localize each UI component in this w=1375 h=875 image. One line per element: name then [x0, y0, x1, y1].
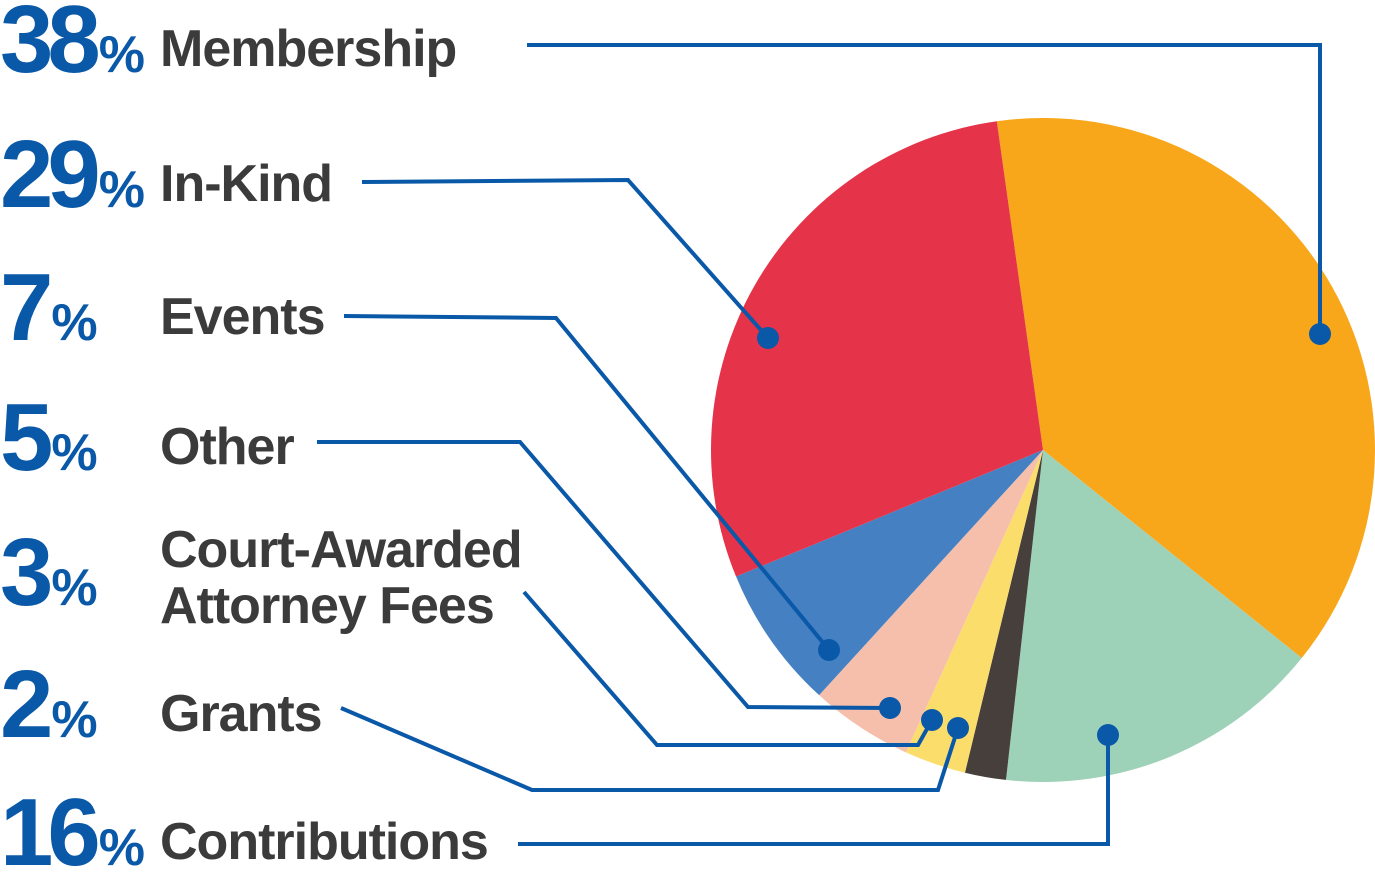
leader-dot-events: [818, 639, 840, 661]
pie-slice-grants: [964, 450, 1043, 780]
percent-court-awarded: 3%: [0, 519, 96, 626]
percent-value-in-kind: 29: [0, 121, 97, 228]
percent-value-events: 7: [0, 254, 50, 361]
label-other: Other: [160, 418, 294, 476]
percent-value-court-awarded: 3: [0, 519, 50, 626]
leader-dot-court-awarded: [921, 709, 943, 731]
label-events: Events: [160, 288, 325, 346]
percent-sign-other: %: [51, 424, 96, 482]
label-contributions: Contributions: [160, 813, 488, 871]
percent-in-kind: 29%: [0, 121, 144, 228]
pie-slice-in-kind: [710, 121, 1043, 577]
percent-other: 5%: [0, 384, 96, 491]
percent-sign-court-awarded: %: [51, 559, 96, 617]
percent-value-grants: 2: [0, 651, 50, 758]
percent-sign-membership: %: [99, 26, 144, 84]
leader-lines: [317, 43, 1331, 846]
leader-line-in-kind: [361, 177, 770, 340]
label-in-kind: In-Kind: [160, 155, 332, 213]
percent-contributions: 16%: [0, 779, 144, 875]
label-court-awarded-line2: Attorney Fees: [160, 577, 494, 635]
leader-line-other: [317, 440, 891, 710]
percent-value-membership: 38: [0, 0, 98, 93]
leader-dot-contributions: [1097, 724, 1119, 746]
pie-slice-membership: [996, 117, 1375, 659]
percent-events: 7%: [0, 254, 96, 361]
percent-sign-contributions: %: [99, 819, 144, 875]
pie-slice-events: [736, 450, 1043, 696]
label-court-awarded: Court-Awarded: [160, 521, 522, 579]
leader-dot-grants: [947, 717, 969, 739]
percent-sign-events: %: [51, 294, 96, 352]
label-membership: Membership: [160, 20, 456, 78]
percent-value-other: 5: [0, 384, 51, 491]
leader-line-grants: [340, 706, 960, 792]
percent-membership: 38%: [0, 0, 144, 93]
leader-dot-other: [879, 697, 901, 719]
label-grants: Grants: [160, 685, 322, 743]
percent-sign-in-kind: %: [99, 161, 144, 219]
leader-line-court-awarded: [522, 590, 934, 747]
leader-dot-in-kind: [757, 327, 779, 349]
pie-slice-other: [819, 450, 1043, 753]
leader-line-events: [343, 314, 831, 652]
leader-line-contributions: [518, 735, 1110, 846]
percent-grants: 2%: [0, 651, 96, 758]
percent-value-contributions: 16: [0, 779, 97, 875]
pie-slice-contributions: [1005, 450, 1302, 782]
leader-line-membership: [527, 43, 1322, 334]
legend-labels: 38% Membership 29% In-Kind 7% Events 5% Other 3%…: [0, 0, 523, 875]
pie-slice-court-awarded: [905, 450, 1043, 773]
leader-dot-membership: [1309, 323, 1331, 345]
percent-sign-grants: %: [51, 691, 96, 749]
pie-slices: [710, 117, 1375, 782]
